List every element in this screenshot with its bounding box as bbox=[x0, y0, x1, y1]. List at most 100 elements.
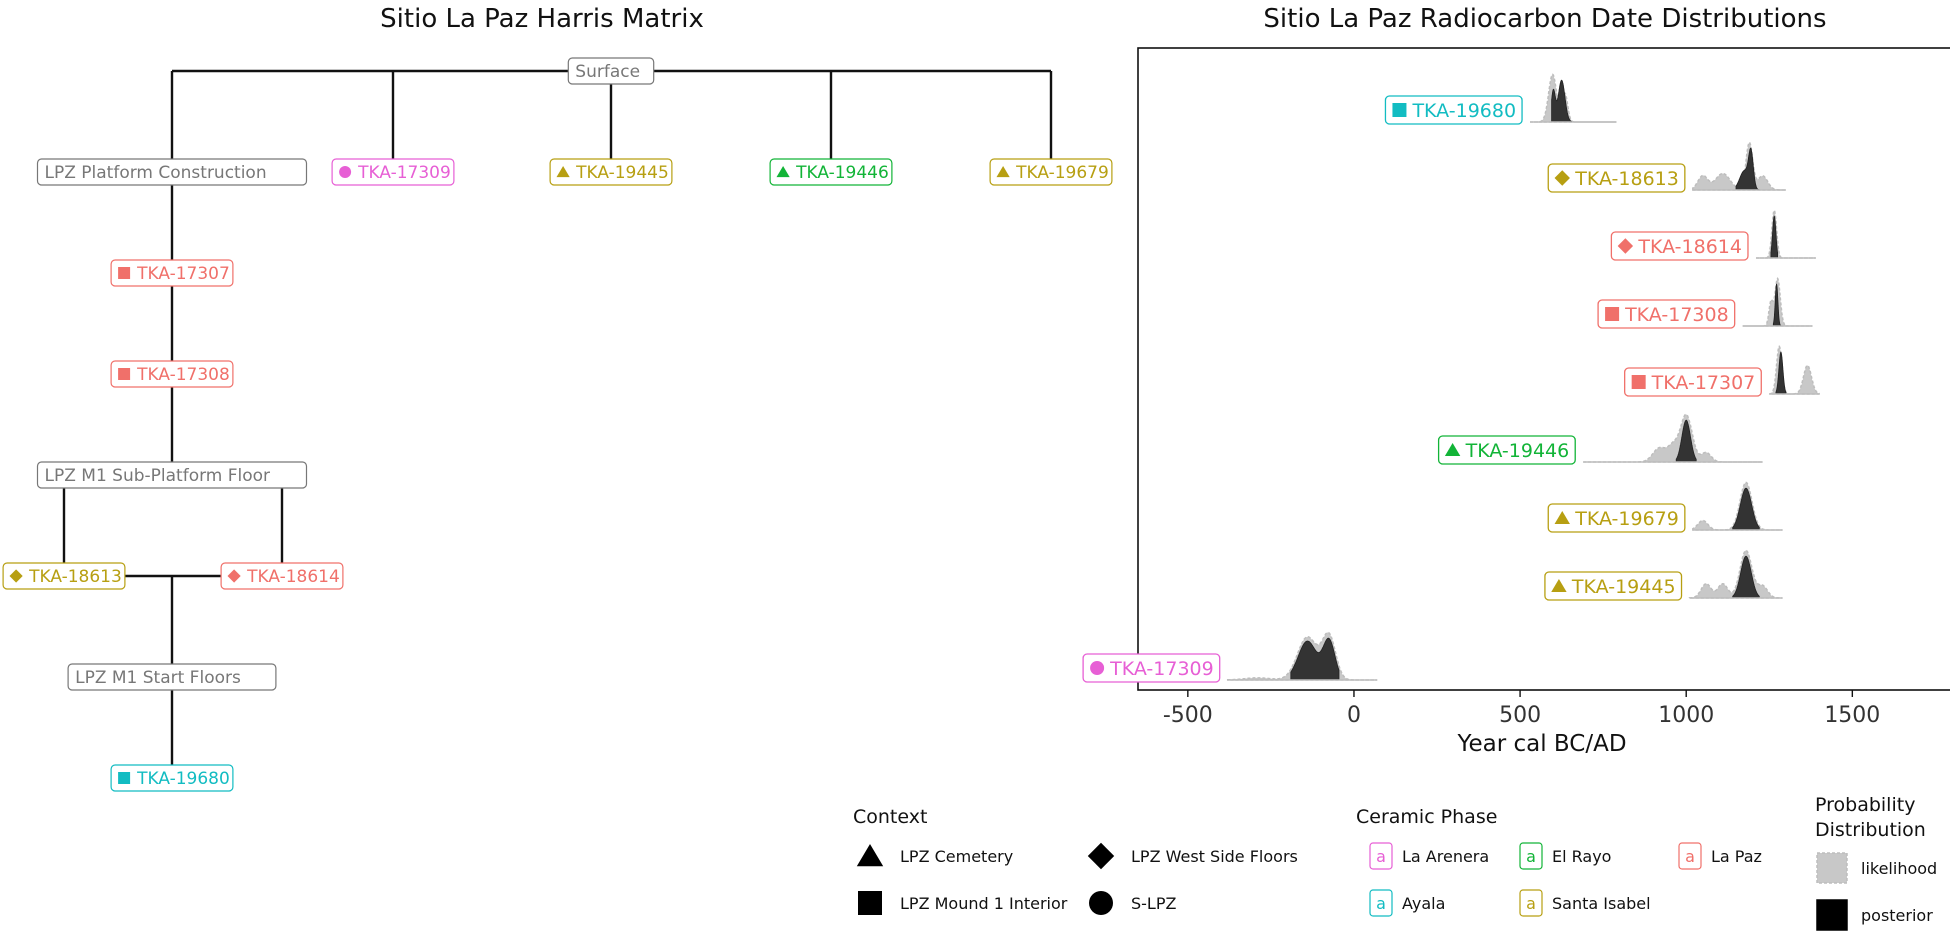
harris-node-label: TKA-17308 bbox=[136, 365, 230, 385]
series-label-box bbox=[1624, 367, 1762, 397]
likelihood-area bbox=[1756, 209, 1816, 259]
ceramic-swatch-glyph: a bbox=[1526, 847, 1536, 866]
edge-subfloor-t18613 bbox=[62, 473, 66, 576]
series-marker-diamond-icon bbox=[1617, 238, 1634, 254]
harris-node-label: LPZ Platform Construction bbox=[45, 163, 267, 183]
harris-node-startfloors: LPZ M1 Start Floors bbox=[67, 663, 277, 691]
harris-node-box bbox=[110, 360, 234, 388]
harris-node-t19445: TKA-19445 bbox=[549, 158, 673, 186]
probability-legend-item: posterior bbox=[1816, 899, 1933, 931]
posterior-area bbox=[1735, 147, 1760, 191]
series-label-TKA-17308: TKA-17308 bbox=[1597, 299, 1736, 329]
context-legend-label: LPZ Cemetery bbox=[900, 847, 1013, 866]
harris-node-t17307: TKA-17307 bbox=[110, 259, 234, 287]
harris-node-t17309: TKA-17309 bbox=[331, 158, 455, 186]
posterior-area bbox=[1770, 215, 1778, 259]
ceramic-legend-item: a La Paz bbox=[1678, 842, 1762, 870]
series-label-box bbox=[1544, 571, 1683, 601]
radiocarbon-panel: Sitio La Paz Radiocarbon Date Distributi… bbox=[1082, 4, 1950, 757]
harris-node-box bbox=[220, 562, 344, 590]
series-marker-square-icon bbox=[1392, 103, 1407, 117]
harris-node-box bbox=[331, 158, 455, 186]
series-marker-triangle-icon bbox=[1444, 443, 1461, 456]
probability-legend-title-2: Distribution bbox=[1815, 819, 1926, 841]
ceramic-swatch-box bbox=[1519, 842, 1543, 870]
harris-node-t19680: TKA-19680 bbox=[110, 764, 234, 792]
series-TKA-19446 bbox=[1583, 413, 1763, 463]
probability-legend-label: likelihood bbox=[1861, 859, 1937, 878]
harris-node-marker-triangle-icon bbox=[996, 166, 1010, 178]
ceramic-swatch-box bbox=[1519, 889, 1543, 917]
ceramic-legend-item: a Ayala bbox=[1369, 889, 1445, 917]
harris-node-marker-diamond-icon bbox=[227, 569, 241, 583]
series-TKA-17308 bbox=[1742, 277, 1813, 327]
harris-node-t17308: TKA-17308 bbox=[110, 360, 234, 388]
harris-node-label: LPZ M1 Sub-Platform Floor bbox=[45, 466, 271, 486]
harris-node-platform: LPZ Platform Construction bbox=[36, 158, 308, 186]
series-label-box bbox=[1547, 163, 1686, 193]
harris-node-subfloor: LPZ M1 Sub-Platform Floor bbox=[36, 461, 308, 489]
harris-node-label: TKA-18613 bbox=[28, 567, 122, 587]
posterior-area bbox=[1732, 555, 1760, 599]
harris-node-box bbox=[769, 158, 893, 186]
ceramic-legend-item: a Santa Isabel bbox=[1519, 889, 1651, 917]
probability-legend: Probability Distribution likelihood poste… bbox=[1815, 794, 1937, 931]
harris-node-label: TKA-19680 bbox=[136, 769, 230, 789]
series-marker-diamond-icon bbox=[1554, 170, 1570, 186]
x-tick-label: 1500 bbox=[1824, 703, 1880, 728]
series-TKA-17307 bbox=[1769, 345, 1820, 395]
series-label-text: TKA-18614 bbox=[1637, 236, 1742, 258]
harris-node-label: Surface bbox=[575, 62, 640, 82]
harris-node-marker-triangle-icon bbox=[776, 166, 790, 178]
ceramic-swatch-glyph: a bbox=[1376, 847, 1386, 866]
harris-node-t18613: TKA-18613 bbox=[2, 562, 126, 590]
posterior-area bbox=[1675, 419, 1697, 463]
series-label-box bbox=[1082, 653, 1221, 683]
x-axis-label: Year cal BC/AD bbox=[1456, 731, 1626, 757]
context-legend-items: LPZ Cemetery LPZ West Side Floors LPZ Moun… bbox=[856, 842, 1298, 915]
harris-node-box bbox=[549, 158, 673, 186]
likelihood-area bbox=[1583, 413, 1763, 463]
harris-node-label: TKA-19679 bbox=[1015, 163, 1109, 183]
ceramic-swatch-glyph: a bbox=[1526, 894, 1536, 913]
posterior-area bbox=[1775, 351, 1787, 395]
series-label-text: TKA-19680 bbox=[1411, 100, 1516, 122]
ceramic-legend-label: El Rayo bbox=[1552, 847, 1611, 866]
harris-node-label: TKA-19446 bbox=[795, 163, 889, 183]
probability-legend-items: likelihood posterior bbox=[1816, 852, 1937, 931]
context-legend-title: Context bbox=[853, 806, 927, 828]
posterior-area bbox=[1732, 487, 1760, 531]
harris-node-label: LPZ M1 Start Floors bbox=[75, 668, 241, 688]
harris-matrix-panel: Sitio La Paz Harris Matrix Surface LPZ Pl… bbox=[2, 4, 1113, 792]
context-legend-item: LPZ Mound 1 Interior bbox=[858, 891, 1068, 915]
context-legend-item: S-LPZ bbox=[1089, 891, 1176, 915]
x-tick-label: -500 bbox=[1163, 703, 1213, 728]
harris-node-marker-square-icon bbox=[118, 267, 131, 279]
series-TKA-18614 bbox=[1755, 209, 1816, 259]
harris-node-label: TKA-17309 bbox=[357, 163, 451, 183]
harris-node-t19446: TKA-19446 bbox=[769, 158, 893, 186]
series-label-box bbox=[1597, 299, 1736, 329]
likelihood-area bbox=[1530, 73, 1617, 123]
harris-node-box bbox=[110, 259, 234, 287]
plot-frame bbox=[1137, 47, 1950, 691]
probability-legend-title-1: Probability bbox=[1815, 794, 1915, 816]
context-diamond-icon bbox=[1087, 842, 1115, 870]
posterior-area bbox=[1772, 283, 1782, 327]
ceramic-legend-title: Ceramic Phase bbox=[1356, 806, 1497, 828]
ceramic-legend-item: a El Rayo bbox=[1519, 842, 1611, 870]
harris-node-surface: Surface bbox=[567, 57, 655, 85]
harris-node-label: TKA-17307 bbox=[136, 264, 230, 284]
series-label-text: TKA-18613 bbox=[1574, 168, 1679, 190]
x-tick-label: 1000 bbox=[1658, 703, 1714, 728]
series-label-text: TKA-19445 bbox=[1571, 576, 1676, 598]
context-legend-item: LPZ Cemetery bbox=[856, 844, 1013, 867]
harris-node-box bbox=[110, 764, 234, 792]
probability-legend-item: likelihood bbox=[1816, 852, 1937, 884]
ceramic-legend-label: Santa Isabel bbox=[1552, 894, 1651, 913]
series-TKA-19679 bbox=[1692, 481, 1783, 531]
x-axis: -500 0 500 1000 1500 bbox=[1163, 690, 1880, 728]
harris-node-t18614: TKA-18614 bbox=[220, 562, 344, 590]
harris-node-marker-square-icon bbox=[118, 772, 131, 784]
